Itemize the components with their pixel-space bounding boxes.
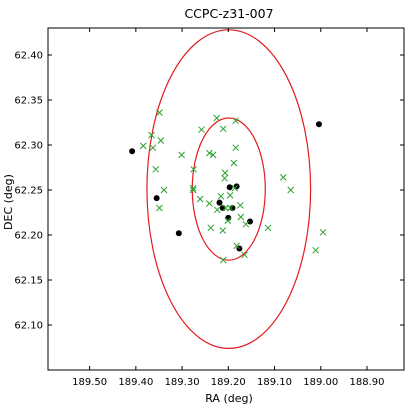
green-cross-point — [213, 206, 221, 214]
green-cross-point — [190, 165, 197, 173]
green-cross-point — [221, 174, 228, 182]
green-cross-point — [242, 220, 250, 228]
green-cross-point — [232, 117, 240, 125]
y-tick-label: 62.35 — [14, 96, 43, 107]
green-cross-point — [160, 186, 168, 194]
black-dot-point — [216, 199, 223, 206]
green-cross-point — [219, 125, 227, 133]
green-cross-point — [230, 159, 238, 167]
green-cross-point — [219, 227, 227, 234]
y-tick-label: 62.10 — [14, 321, 43, 332]
green-cross-point — [279, 174, 287, 181]
green-cross-point — [287, 186, 295, 194]
green-cross-point — [139, 142, 147, 150]
green-cross-point — [237, 213, 245, 221]
black-dot-point — [153, 195, 160, 202]
green-cross-point — [213, 114, 221, 122]
x-tick-label: 189.30 — [165, 377, 200, 388]
green-cross-point — [226, 192, 234, 199]
x-tick-label: 189.10 — [257, 377, 292, 388]
green-cross-point — [148, 131, 155, 139]
green-cross-point — [224, 217, 232, 224]
x-tick-label: 189.40 — [118, 377, 153, 388]
y-tick-label: 62.30 — [14, 141, 43, 152]
green-cross-point — [209, 151, 217, 159]
green-cross-point — [217, 192, 225, 200]
green-cross-point — [149, 144, 157, 152]
x-tick-label: 189.20 — [211, 377, 246, 388]
y-tick-label: 62.40 — [14, 51, 43, 62]
green-cross-point — [156, 204, 163, 212]
green-cross-point — [312, 246, 320, 254]
axis-ticks: 189.50 189.40 189.30 189.20 189.10 189.00 188.… — [14, 28, 404, 388]
data-points — [129, 109, 327, 264]
green-cross-point — [226, 204, 234, 212]
green-cross-point — [221, 169, 229, 177]
y-tick-label: 62.20 — [14, 231, 43, 242]
x-tick-label: 189.00 — [303, 377, 338, 388]
black-dot-point — [226, 184, 233, 191]
green-cross-point — [232, 144, 240, 152]
green-cross-point — [178, 151, 185, 159]
green-cross-point — [207, 224, 215, 232]
green-cross-point — [157, 137, 165, 144]
x-axis-label: RA (deg) — [205, 392, 253, 405]
green-cross-point — [319, 228, 327, 236]
green-cross-point — [206, 149, 213, 157]
green-cross-point — [264, 224, 272, 232]
green-cross-point — [219, 256, 227, 264]
green-cross-point — [206, 200, 213, 207]
black-dot-point — [175, 230, 182, 237]
green-cross-point — [156, 109, 163, 116]
x-tick-label: 189.50 — [72, 377, 107, 388]
y-tick-label: 62.15 — [14, 276, 43, 287]
green-cross-point — [236, 201, 244, 209]
black-dot-point — [247, 218, 254, 225]
black-dot-point — [315, 121, 322, 128]
x-tick-label: 188.90 — [350, 377, 385, 388]
green-cross-point — [231, 184, 239, 192]
green-cross-point — [189, 186, 197, 194]
green-cross-point — [189, 184, 197, 192]
y-axis-label: DEC (deg) — [2, 174, 15, 230]
chart-title: CCPC-z31-007 — [184, 6, 273, 21]
green-cross-point — [241, 251, 248, 259]
y-tick-label: 62.25 — [14, 186, 43, 197]
green-cross-point — [233, 242, 240, 250]
green-cross-point — [198, 126, 205, 134]
black-dot-point — [129, 148, 136, 155]
green-cross-point — [196, 195, 204, 203]
plot-frame — [47, 27, 405, 371]
green-cross-point — [152, 165, 160, 173]
